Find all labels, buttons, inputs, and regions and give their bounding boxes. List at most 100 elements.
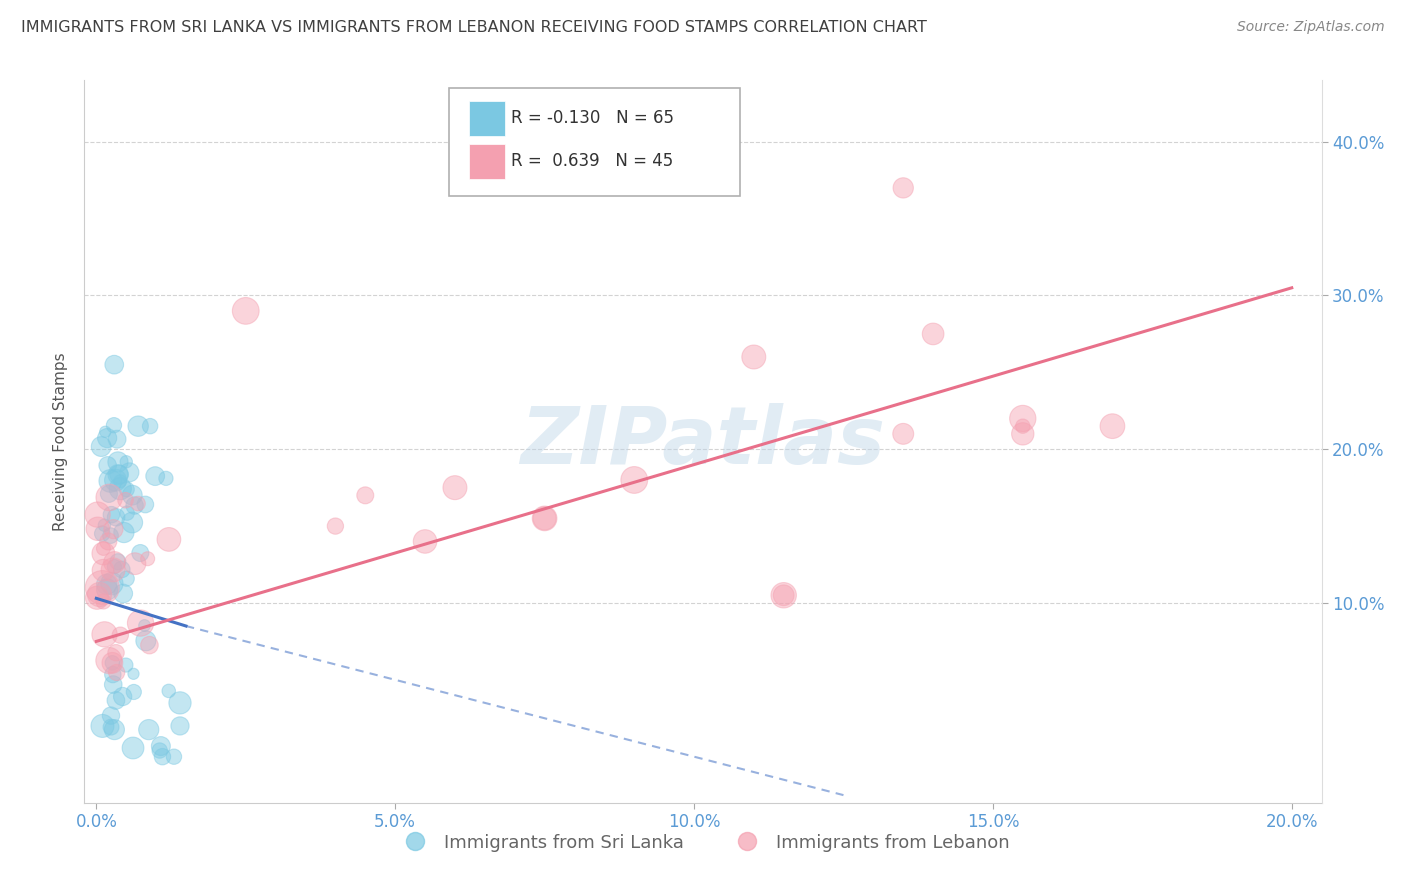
Point [96,431,118,445]
Point [103,522,125,536]
Point [149,743,172,757]
Point [105,665,128,680]
Text: ZIPatlas: ZIPatlas [520,402,886,481]
Point [103,559,125,574]
Point [1011,419,1033,434]
Point [105,646,128,660]
Point [122,685,145,699]
Point [155,471,177,485]
Point [533,511,555,525]
Point [115,658,138,673]
Point [96,582,118,597]
Point [135,633,157,648]
Point [110,628,132,642]
Point [110,482,132,496]
Legend: Immigrants from Sri Lanka, Immigrants from Lebanon: Immigrants from Sri Lanka, Immigrants fr… [389,826,1017,859]
Point [100,708,122,723]
Point [354,488,377,502]
Point [108,475,131,489]
Point [134,618,156,632]
Point [93,541,115,556]
Point [91,719,114,733]
Point [922,326,945,341]
Point [103,555,125,569]
Point [138,638,160,652]
Text: Source: ZipAtlas.com: Source: ZipAtlas.com [1237,20,1385,34]
Point [742,350,765,364]
Point [97,653,120,667]
Point [103,418,125,433]
Point [124,557,146,571]
Point [97,534,120,549]
Point [91,581,114,595]
Point [86,508,108,522]
Point [104,473,127,487]
Point [115,572,138,586]
Point [157,533,180,547]
Point [115,455,138,469]
Point [134,498,156,512]
Point [100,528,122,542]
Point [97,458,120,473]
Text: R = -0.130   N = 65: R = -0.130 N = 65 [512,109,675,127]
Point [1011,426,1033,441]
Point [325,519,347,533]
Point [772,588,794,602]
Point [127,497,149,511]
FancyBboxPatch shape [470,144,505,179]
Point [100,720,122,734]
Point [111,562,134,576]
Point [107,555,129,569]
Point [111,690,134,704]
Point [891,426,914,441]
Point [121,516,143,530]
Point [143,469,166,483]
Point [103,677,125,691]
Point [93,518,115,533]
Point [97,487,120,501]
Point [136,551,159,566]
Point [93,546,115,560]
Point [122,666,145,681]
Point [98,474,121,488]
Point [103,723,125,737]
FancyBboxPatch shape [450,87,740,196]
Point [138,723,160,737]
Point [112,586,135,600]
Point [149,739,172,753]
Text: R =  0.639   N = 45: R = 0.639 N = 45 [512,153,673,170]
Point [105,510,128,524]
Point [101,576,124,591]
Point [1011,411,1033,425]
Point [129,616,152,631]
FancyBboxPatch shape [470,101,505,136]
Point [891,181,914,195]
Point [104,693,127,707]
Point [623,473,645,487]
Point [169,696,191,710]
Point [103,358,125,372]
Point [107,455,129,469]
Point [96,577,118,591]
Point [101,656,124,670]
Point [533,511,555,525]
Point [118,466,141,480]
Point [91,526,114,541]
Point [129,546,152,560]
Point [115,506,138,520]
Point [121,488,143,502]
Point [105,432,128,446]
Point [772,588,794,602]
Point [413,534,436,549]
Point [108,467,131,482]
Point [98,491,121,505]
Point [115,483,138,497]
Point [89,588,111,602]
Point [235,304,257,318]
Point [152,749,174,764]
Point [107,467,129,482]
Point [112,525,135,540]
Point [86,591,108,605]
Point [124,499,146,513]
Point [101,656,124,670]
